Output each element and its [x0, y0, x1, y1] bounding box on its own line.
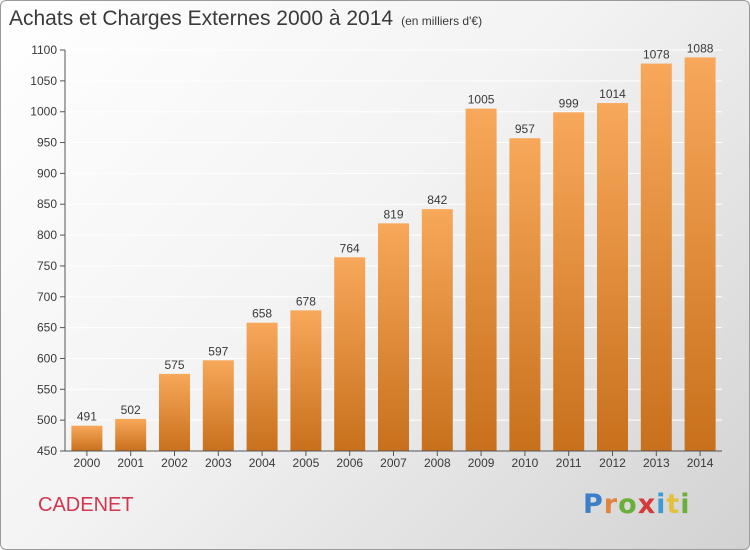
- bar-value-label: 842: [427, 193, 447, 207]
- x-tick-label: 2014: [687, 456, 714, 470]
- bar-value-label: 658: [252, 307, 272, 321]
- bar: [246, 322, 278, 451]
- bar: [115, 418, 147, 451]
- bar-value-label: 1088: [687, 41, 714, 55]
- y-tick-label: 1050: [30, 74, 57, 88]
- x-tick-label: 2005: [293, 456, 320, 470]
- bar-value-label: 819: [383, 207, 403, 221]
- y-tick-label: 450: [37, 444, 57, 458]
- y-tick-label: 900: [37, 166, 57, 180]
- logo-letter: x: [637, 489, 657, 520]
- bar: [465, 108, 497, 451]
- bar: [684, 57, 716, 451]
- bar-value-label: 999: [559, 96, 579, 110]
- x-tick-label: 2000: [74, 456, 101, 470]
- y-tick-label: 850: [37, 197, 57, 211]
- bar-value-label: 678: [296, 294, 316, 308]
- x-tick-label: 2010: [512, 456, 539, 470]
- y-tick-label: 500: [37, 413, 57, 427]
- bar-value-label: 491: [77, 410, 97, 424]
- bar-value-label: 957: [515, 122, 535, 136]
- logo-letter: t: [666, 489, 681, 520]
- x-tick-label: 2007: [380, 456, 407, 470]
- bar-value-label: 1078: [643, 48, 670, 62]
- x-tick-label: 2011: [556, 456, 582, 470]
- x-tick-label: 2013: [643, 456, 670, 470]
- bar-value-label: 575: [164, 358, 184, 372]
- y-tick-label: 550: [37, 382, 57, 396]
- x-tick-label: 2008: [424, 456, 451, 470]
- y-tick-label: 750: [37, 259, 57, 273]
- bar: [509, 138, 541, 451]
- bar: [334, 257, 366, 451]
- y-tick-label: 800: [37, 228, 57, 242]
- bar-value-label: 1005: [468, 93, 495, 107]
- x-tick-label: 2002: [161, 456, 188, 470]
- bar: [640, 63, 672, 452]
- chart-title-text: Achats et Charges Externes 2000 à 2014: [9, 7, 394, 30]
- proxiti-logo: Proxiti: [583, 489, 691, 520]
- bars-layer: 491 502 575 597 658 678 764 819 842 1005 957 999 101…: [71, 41, 716, 452]
- chart-title: Achats et Charges Externes 2000 à 2014 (e…: [9, 7, 482, 31]
- bar: [421, 209, 453, 451]
- bar: [553, 112, 585, 451]
- bar: [290, 310, 322, 451]
- y-tick-label: 600: [37, 351, 57, 365]
- y-tick-label: 950: [37, 136, 57, 150]
- x-tick-label: 2001: [117, 456, 144, 470]
- bar-value-label: 502: [121, 403, 141, 417]
- bar: [71, 425, 103, 451]
- bar: [159, 373, 190, 451]
- x-tick-label: 2003: [205, 456, 232, 470]
- x-tick-label: 2009: [468, 456, 495, 470]
- bar-value-label: 597: [208, 344, 228, 358]
- logo-letter: i: [680, 489, 691, 520]
- bar-value-label: 764: [340, 241, 360, 255]
- axis-layer: 450 500 550 600 650 700 750 800 850 900 950 1000 105…: [30, 43, 722, 470]
- x-tick-label: 2006: [336, 456, 363, 470]
- y-tick-label: 650: [37, 321, 57, 335]
- logo-letter: r: [603, 489, 619, 520]
- bar: [378, 223, 409, 451]
- logo-letter: i: [656, 489, 667, 520]
- logo-letter: P: [583, 489, 604, 520]
- bar: [202, 360, 234, 451]
- town-name: CADENET: [38, 494, 134, 516]
- chart-unit: (en milliers d'€): [401, 14, 483, 28]
- bar: [597, 103, 628, 451]
- logo-letter: o: [618, 489, 638, 520]
- x-tick-label: 2012: [599, 456, 626, 470]
- bar-value-label: 1014: [599, 87, 626, 101]
- x-tick-label: 2004: [249, 456, 276, 470]
- y-tick-label: 1000: [30, 105, 57, 119]
- y-tick-label: 1100: [31, 43, 57, 57]
- y-tick-label: 700: [37, 290, 57, 304]
